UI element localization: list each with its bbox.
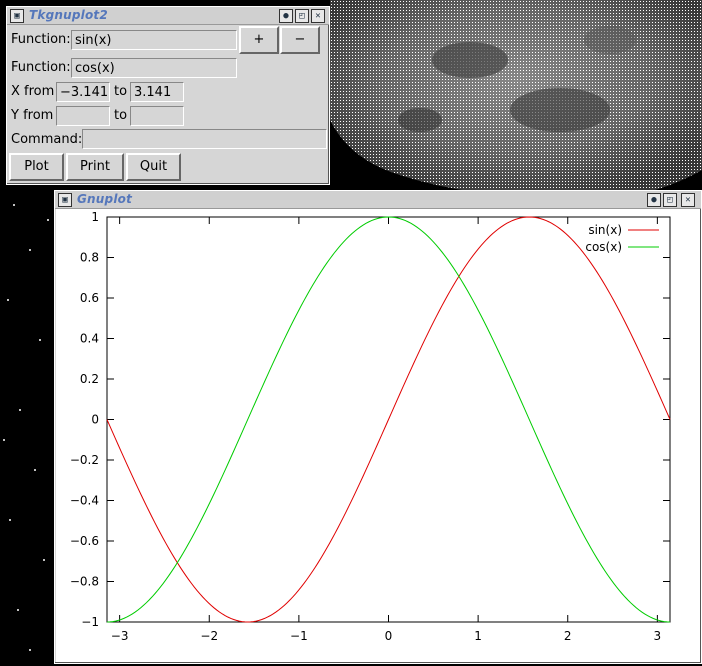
- xto-label: to: [114, 84, 128, 99]
- maximize-icon[interactable]: ◰: [663, 193, 677, 207]
- x-tick-label: −2: [200, 629, 218, 643]
- minus-button[interactable]: −: [280, 26, 320, 54]
- y-tick-label: −0.8: [70, 575, 99, 589]
- legend-label: sin(x): [588, 223, 622, 237]
- y-tick-label: 1: [91, 210, 99, 224]
- xfrom-input[interactable]: −3.141: [56, 82, 110, 102]
- y-tick-label: −0.4: [70, 494, 99, 508]
- tkgnuplot2-window[interactable]: ▣ Tkgnuplot2 ● ◰ ✕ Function: sin(x) + − …: [6, 6, 330, 185]
- y-tick-label: −1: [81, 615, 99, 629]
- close-icon[interactable]: ✕: [311, 9, 325, 23]
- y-tick-label: 0.6: [80, 291, 99, 305]
- gnuplot-window[interactable]: ▣ Gnuplot ● ◰ ✕ −1 −0.8 −0.6 −0.4 −0.2 0 0.2 0.…: [54, 190, 702, 664]
- x-tick-label: −3: [111, 629, 129, 643]
- y-tick-label: −0.6: [70, 534, 99, 548]
- y-tick-label: 0.4: [80, 332, 99, 346]
- yto-label: to: [114, 108, 128, 123]
- function1-input[interactable]: sin(x): [71, 30, 237, 50]
- tk-titlebar[interactable]: ▣ Tkgnuplot2 ● ◰ ✕: [7, 7, 329, 25]
- y-tick-label: −0.2: [70, 453, 99, 467]
- function2-input[interactable]: cos(x): [71, 58, 237, 78]
- function1-label: Function:: [11, 32, 71, 47]
- quit-button[interactable]: Quit: [126, 153, 181, 181]
- x-tick-label: −1: [290, 629, 308, 643]
- legend-label: cos(x): [585, 240, 622, 254]
- series-line-cos: [106, 216, 671, 623]
- iconify-icon[interactable]: ●: [279, 9, 293, 23]
- window-menu-icon[interactable]: ▣: [10, 9, 24, 23]
- command-label: Command:: [11, 132, 83, 147]
- yto-input[interactable]: [130, 106, 184, 126]
- plus-button[interactable]: +: [239, 26, 279, 54]
- function2-label: Function:: [11, 60, 71, 75]
- command-input[interactable]: [82, 129, 327, 149]
- plot-canvas: −1 −0.8 −0.6 −0.4 −0.2 0 0.2 0.4 0.6 0.8 1 −3 −2 −1 0 1…: [56, 209, 700, 662]
- gnuplot-titlebar[interactable]: ▣ Gnuplot ● ◰ ✕: [55, 191, 701, 209]
- xfrom-label: X from: [11, 84, 55, 99]
- y-tick-label: 0.2: [80, 372, 99, 386]
- y-tick-label: 0.8: [80, 251, 99, 265]
- y-tick-label: 0: [91, 413, 99, 427]
- yfrom-input[interactable]: [56, 106, 110, 126]
- x-tick-label: 2: [564, 629, 572, 643]
- yfrom-label: Y from: [11, 108, 54, 123]
- x-tick-label: 1: [474, 629, 482, 643]
- moon-image: [330, 0, 702, 201]
- window-menu-icon[interactable]: ▣: [58, 193, 72, 207]
- plot-button[interactable]: Plot: [9, 153, 64, 181]
- series-line-sin: [106, 216, 671, 623]
- gnuplot-window-title: Gnuplot: [77, 192, 133, 206]
- xto-input[interactable]: 3.141: [130, 82, 184, 102]
- maximize-icon[interactable]: ◰: [295, 9, 309, 23]
- iconify-icon[interactable]: ●: [647, 193, 661, 207]
- tk-window-title: Tkgnuplot2: [29, 8, 108, 22]
- star-field: [3, 204, 49, 651]
- print-button[interactable]: Print: [66, 153, 124, 181]
- x-tick-label: 0: [385, 629, 393, 643]
- close-icon[interactable]: ✕: [681, 193, 695, 207]
- x-tick-label: 3: [654, 629, 662, 643]
